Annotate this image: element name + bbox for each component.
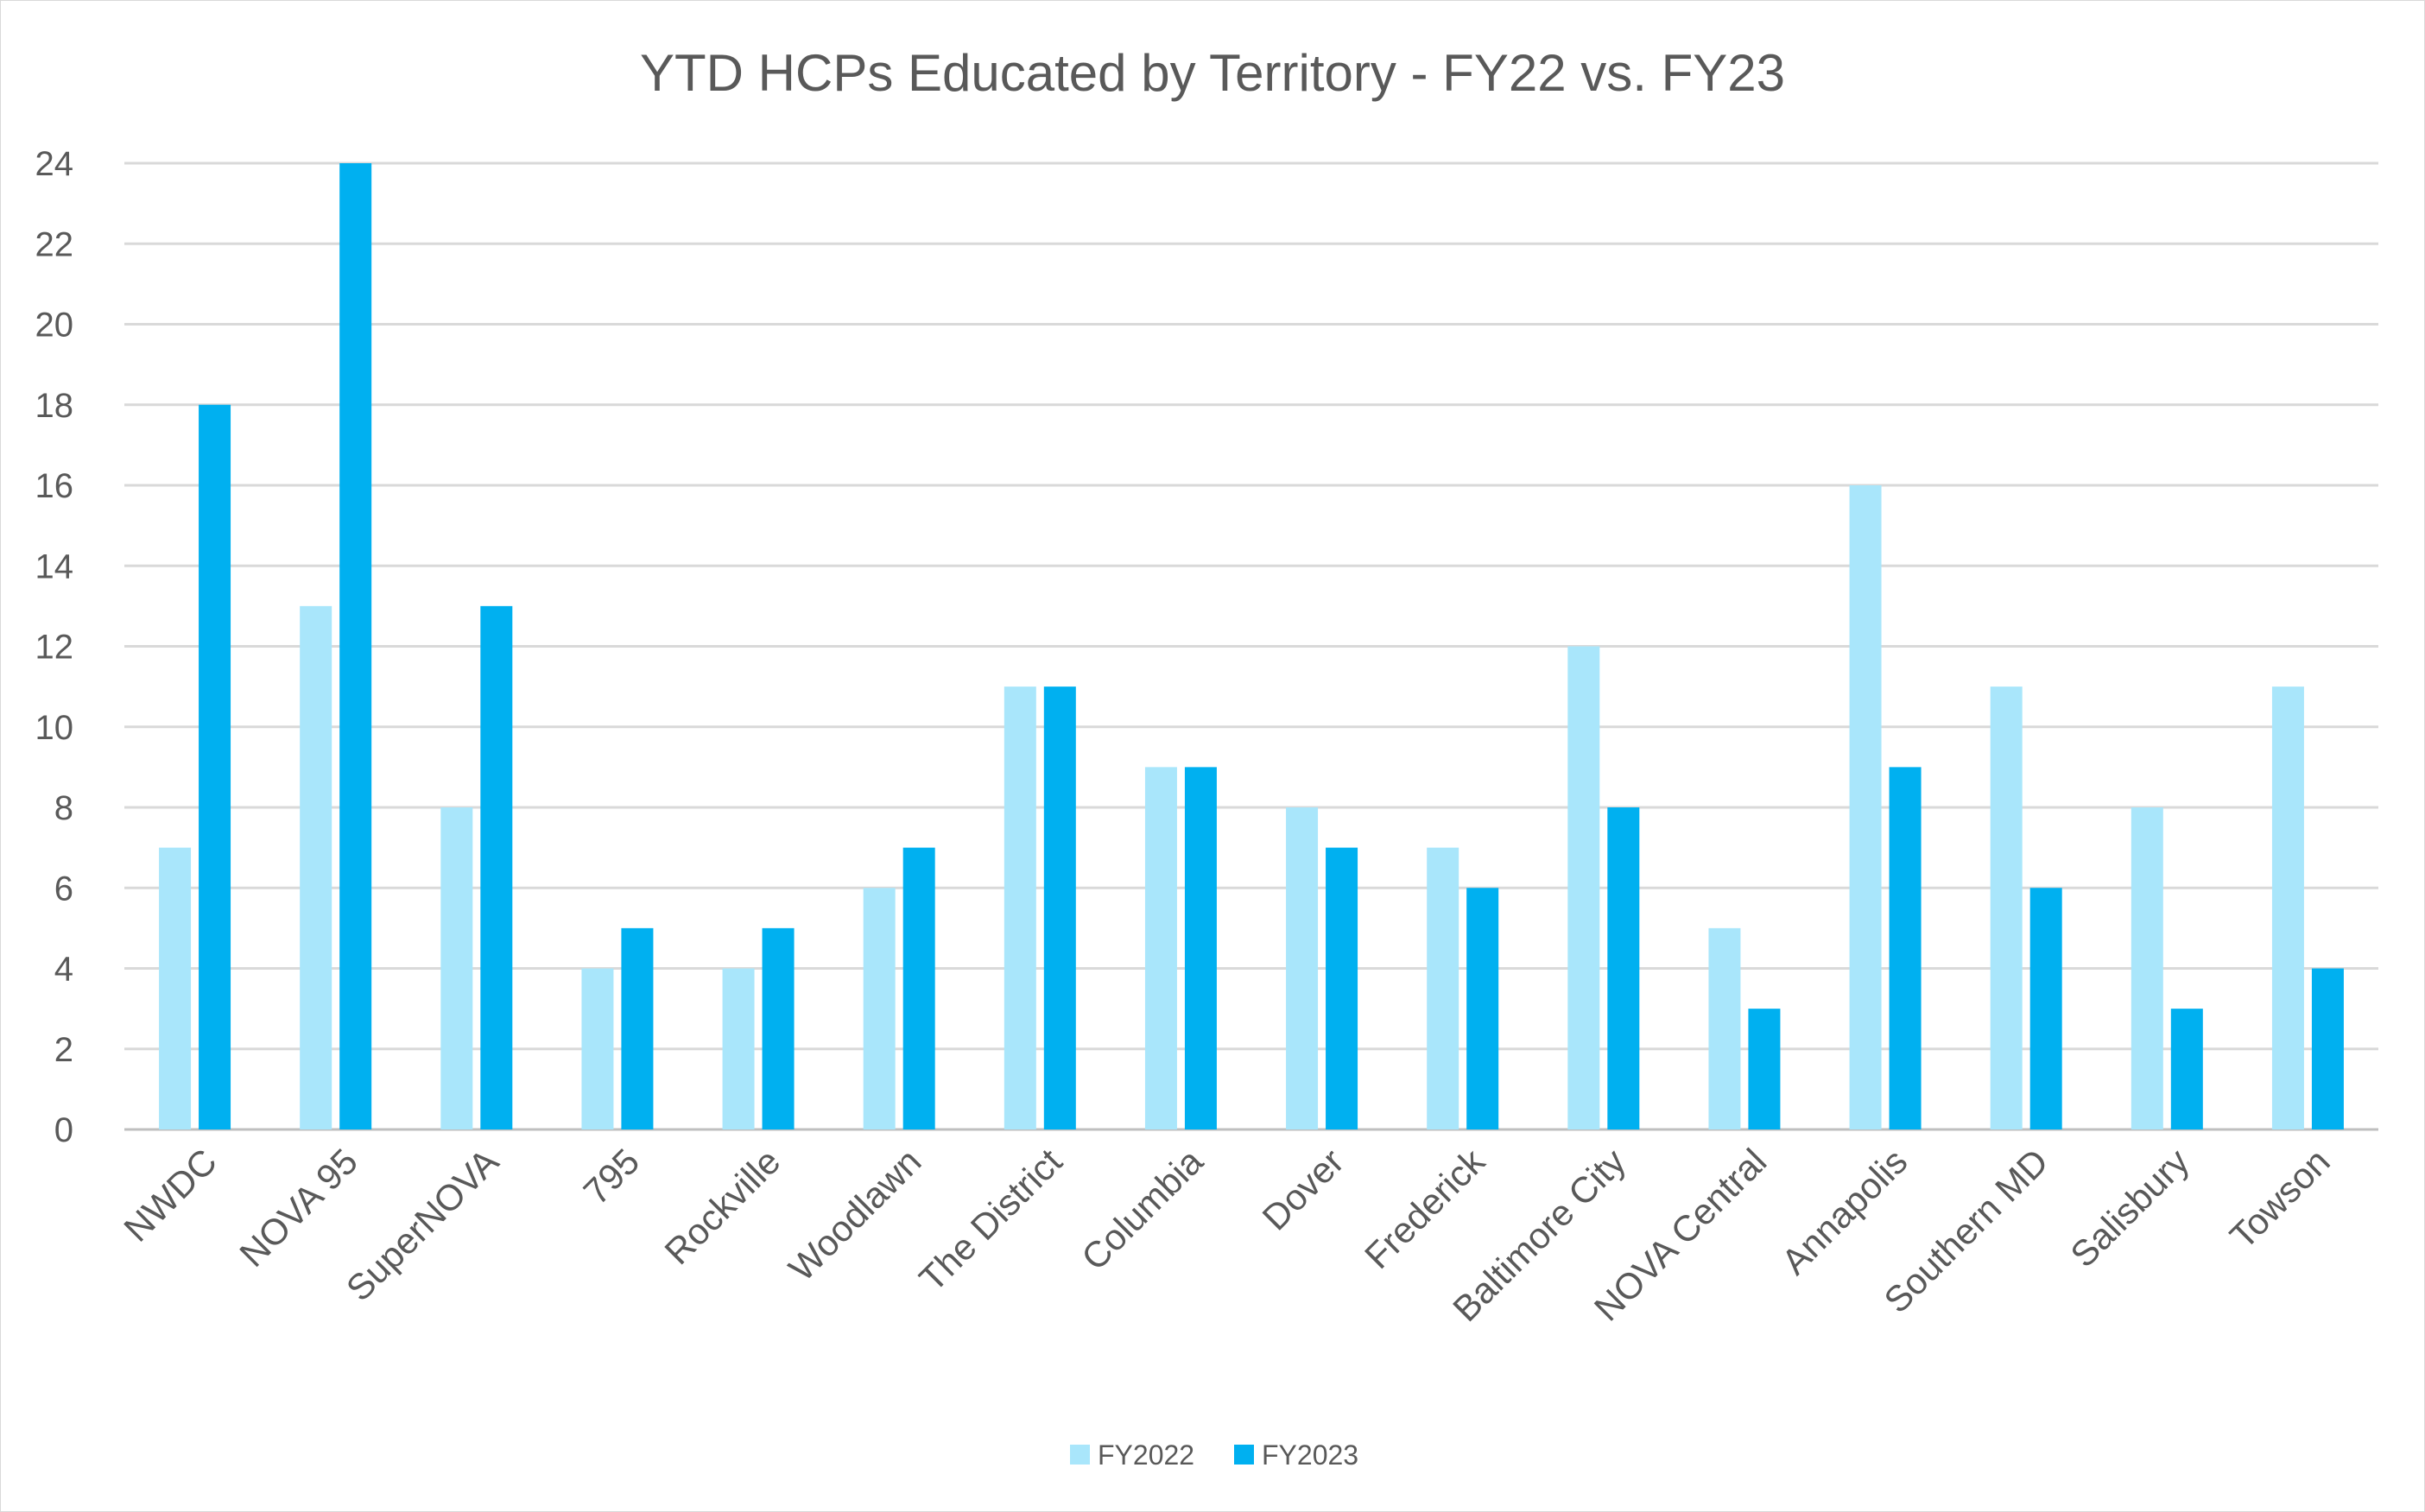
bar-fy2022 [1427, 847, 1459, 1129]
bar-fy2022 [1708, 927, 1741, 1129]
bar-fy2023 [1466, 888, 1499, 1129]
bar-fy2022 [2271, 686, 2304, 1129]
bar-fy2023 [2170, 1009, 2203, 1129]
bar-fy2022 [2131, 807, 2163, 1129]
x-tick-label: Frederick [1357, 1140, 1493, 1276]
x-tick-label: Columbia [1073, 1141, 1211, 1278]
x-tick-label: Dover [1254, 1141, 1351, 1237]
y-tick-label: 14 [35, 547, 74, 585]
y-tick-label: 22 [35, 225, 74, 263]
bar-fy2022 [1990, 686, 2023, 1129]
y-tick-label: 12 [35, 629, 74, 667]
x-tick-label: Rockville [656, 1141, 788, 1272]
y-tick-label: 4 [54, 951, 73, 989]
bar-fy2023 [1043, 686, 1076, 1129]
y-tick-label: 10 [35, 709, 74, 747]
x-tick-label: Towson [2222, 1141, 2338, 1256]
bar-fy2022 [581, 968, 614, 1129]
x-tick-label: 795 [576, 1141, 648, 1212]
x-tick-label: Woodlawn [781, 1141, 928, 1288]
bar-fy2023 [1748, 1009, 1781, 1129]
bar-fy2022 [722, 968, 755, 1129]
bar-fy2022 [863, 888, 896, 1129]
y-tick-label: 6 [54, 870, 73, 908]
x-tick-label: The District [911, 1141, 1070, 1300]
bar-fy2022 [440, 807, 473, 1129]
x-tick-label: NOVA 95 [231, 1141, 365, 1275]
bar-fy2023 [902, 847, 935, 1129]
x-tick-label: NWDC [116, 1141, 225, 1249]
bar-fy2022 [1004, 686, 1036, 1129]
y-tick-label: 18 [35, 387, 74, 425]
legend-swatch [1070, 1445, 1090, 1465]
y-tick-label: 24 [35, 145, 74, 183]
bar-fy2023 [1184, 767, 1217, 1129]
bar-fy2022 [159, 847, 192, 1129]
y-tick-label: 8 [54, 789, 73, 827]
x-tick-label: Salisbury [2062, 1141, 2196, 1275]
y-tick-label: 0 [54, 1111, 73, 1149]
bar-fy2022 [1567, 646, 1600, 1129]
bar-fy2023 [1889, 767, 1922, 1129]
y-tick-label: 20 [35, 307, 74, 345]
bar-fy2023 [2029, 888, 2062, 1129]
legend-label: FY2023 [1262, 1439, 1358, 1471]
legend-label: FY2022 [1098, 1439, 1194, 1471]
x-tick-label: SuperNOVA [339, 1141, 506, 1308]
bar-fy2023 [339, 163, 372, 1129]
bar-fy2022 [300, 605, 332, 1129]
bar-fy2023 [621, 927, 654, 1129]
bar-fy2023 [1326, 847, 1358, 1129]
bar-fy2023 [762, 927, 795, 1129]
y-tick-label: 2 [54, 1031, 73, 1069]
bar-fy2022 [1144, 767, 1177, 1129]
chart-title: YTD HCPs Educated by Territory - FY22 vs… [640, 44, 1785, 102]
y-tick-label: 16 [35, 467, 74, 505]
legend-swatch [1234, 1445, 1254, 1465]
x-tick-label: Annapolis [1774, 1141, 1915, 1282]
bar-fy2023 [480, 605, 513, 1129]
bar-fy2023 [1607, 807, 1640, 1129]
bar-fy2022 [1286, 807, 1319, 1129]
bar-fy2023 [199, 404, 231, 1129]
bar-fy2022 [1849, 485, 1882, 1129]
bar-fy2023 [2311, 968, 2344, 1129]
